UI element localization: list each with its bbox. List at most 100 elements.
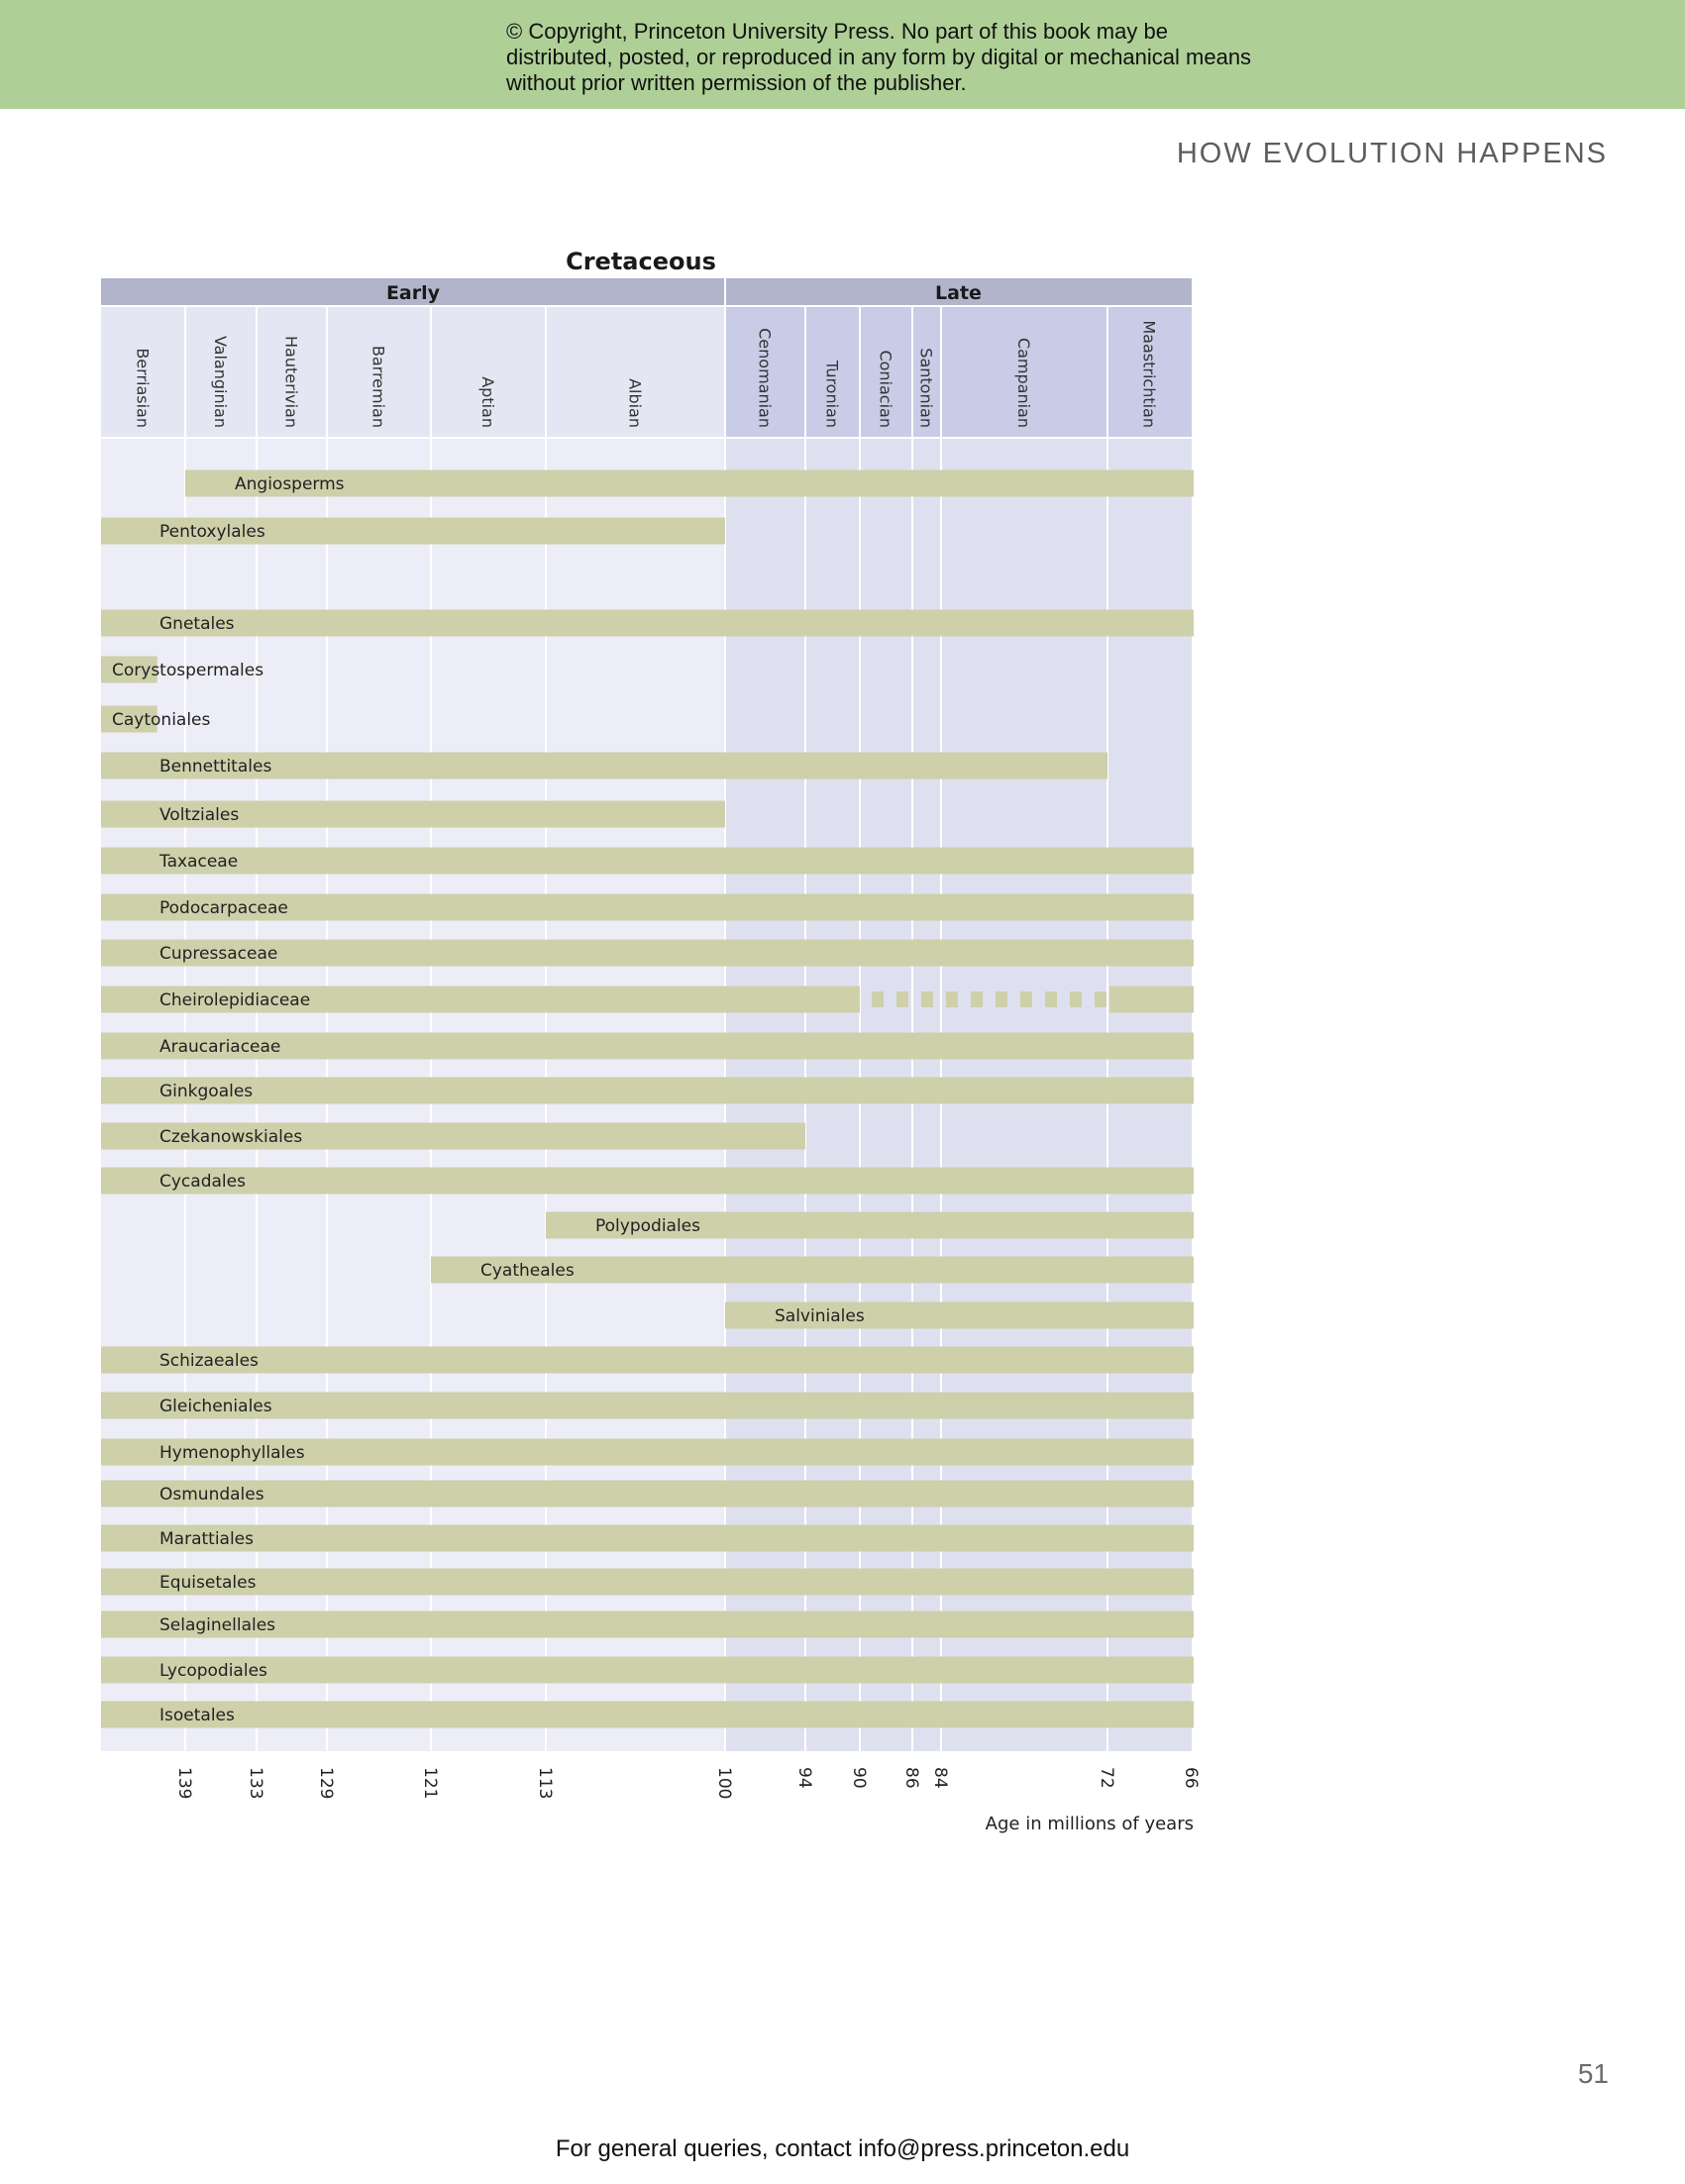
epoch-header-early xyxy=(101,278,725,305)
taxon-range-bar xyxy=(546,1211,1194,1239)
taxon-range-bar xyxy=(101,1032,1194,1060)
stage-header-cell xyxy=(185,307,257,437)
taxon-label: Caytoniales xyxy=(112,710,211,730)
taxon-range-bar xyxy=(101,1656,1194,1684)
copyright-banner: © Copyright, Princeton University Press.… xyxy=(0,0,1685,109)
taxon-range-bar xyxy=(101,705,158,733)
taxon-range-bar xyxy=(101,939,1194,967)
taxon-range-bar xyxy=(185,469,1194,497)
stage-header-cell xyxy=(805,307,860,437)
stage-label: Barremian xyxy=(369,346,388,428)
x-tick-label: 84 xyxy=(930,1767,950,1789)
taxon-range-bar xyxy=(725,1301,1194,1329)
taxon-range-bar xyxy=(101,1167,1194,1195)
taxon-range-bar xyxy=(101,1701,1194,1728)
copyright-notice: © Copyright, Princeton University Press.… xyxy=(506,19,1252,95)
chart-title: Cretaceous xyxy=(566,248,716,275)
stage-label: Campanian xyxy=(1014,338,1033,428)
stage-header-cell xyxy=(725,307,805,437)
taxon-range-bar xyxy=(101,986,860,1013)
taxon-range-bar xyxy=(101,1077,1194,1104)
x-tick-label: 113 xyxy=(535,1767,555,1799)
taxon-range-bar xyxy=(101,656,158,683)
stage-label: Hauterivian xyxy=(282,336,301,428)
taxon-range-bar xyxy=(101,1122,805,1150)
taxon-range-dash xyxy=(896,991,908,1007)
taxon-label: Podocarpaceae xyxy=(159,898,288,918)
x-tick-label: 90 xyxy=(849,1767,869,1789)
taxon-range-bar xyxy=(431,1256,1194,1284)
taxon-label: Ginkgoales xyxy=(159,1082,253,1101)
stage-label: Santonian xyxy=(917,348,936,428)
taxon-range-bar xyxy=(101,609,1194,637)
taxon-range-bar xyxy=(101,1346,1194,1374)
stage-label: Turonian xyxy=(823,360,842,428)
taxon-range-bar xyxy=(101,1524,1194,1552)
epoch-header-late xyxy=(725,278,1192,305)
taxon-label: Corystospermales xyxy=(112,661,263,680)
taxon-label: Czekanowskiales xyxy=(159,1127,302,1147)
taxon-label: Osmundales xyxy=(159,1485,264,1505)
stage-header-cell xyxy=(941,307,1107,437)
stage-header-cell xyxy=(257,307,327,437)
taxon-range-bar xyxy=(101,847,1194,875)
x-tick-label: 94 xyxy=(794,1767,814,1789)
taxon-label: Salviniales xyxy=(775,1306,865,1326)
stage-label: Coniacian xyxy=(877,350,895,428)
taxon-label: Cyatheales xyxy=(480,1261,575,1281)
x-tick-label: 133 xyxy=(246,1767,265,1799)
taxon-label: Polypodiales xyxy=(595,1216,700,1236)
stage-header-cell xyxy=(1107,307,1192,437)
taxon-range-dash xyxy=(946,991,958,1007)
taxon-range-bar xyxy=(101,1392,1194,1419)
taxon-label: Cheirolepidiaceae xyxy=(159,990,310,1010)
taxon-range-dash xyxy=(971,991,983,1007)
taxon-range-dash xyxy=(1045,991,1057,1007)
x-tick-label: 100 xyxy=(714,1767,734,1799)
taxon-label: Marattiales xyxy=(159,1529,254,1549)
footer-contact: For general queries, contact info@press.… xyxy=(555,2135,1130,2162)
taxon-range-bar xyxy=(101,800,725,828)
taxon-range-bar xyxy=(1109,986,1194,1013)
x-tick-label: 66 xyxy=(1181,1767,1201,1789)
x-tick-label: 72 xyxy=(1097,1767,1116,1789)
stage-header-cell xyxy=(860,307,912,437)
taxon-range-bar xyxy=(101,1568,1194,1596)
stage-label: Cenomanian xyxy=(756,328,775,428)
taxon-label: Hymenophyllales xyxy=(159,1443,305,1463)
stage-header-cell xyxy=(327,307,431,437)
taxon-range-dash xyxy=(996,991,1007,1007)
epoch-label: Early xyxy=(386,282,441,304)
taxon-label: Taxaceae xyxy=(158,852,238,872)
taxon-label: Gleicheniales xyxy=(159,1397,272,1416)
taxon-label: Selaginellales xyxy=(159,1615,275,1635)
taxon-label: Gnetales xyxy=(159,614,235,634)
taxon-range-dash xyxy=(921,991,933,1007)
taxon-label: Isoetales xyxy=(159,1706,235,1725)
taxon-range-dash xyxy=(872,991,884,1007)
taxon-label: Pentoxylales xyxy=(159,522,265,542)
x-tick-label: 129 xyxy=(316,1767,336,1799)
taxon-range-dash xyxy=(1020,991,1032,1007)
epoch-label: Late xyxy=(935,282,982,304)
running-head: HOW EVOLUTION HAPPENS xyxy=(1176,138,1608,169)
taxon-label: Angiosperms xyxy=(235,474,345,494)
taxon-range-dash xyxy=(1095,991,1106,1007)
taxon-label: Equisetales xyxy=(159,1573,257,1593)
stage-label: Berriasian xyxy=(134,348,153,428)
stage-label: Albian xyxy=(626,378,645,428)
taxon-label: Cycadales xyxy=(159,1172,246,1192)
taxon-label: Schizaeales xyxy=(159,1351,259,1371)
taxon-range-bar xyxy=(101,893,1194,921)
stage-header-cell xyxy=(101,307,185,437)
taxon-label: Araucariaceae xyxy=(159,1037,280,1057)
stage-label: Maastrichtian xyxy=(1140,320,1159,428)
x-axis-title: Age in millions of years xyxy=(986,1814,1194,1834)
taxon-range-bar xyxy=(101,752,1107,780)
stage-label: Aptian xyxy=(478,376,497,428)
taxon-label: Cupressaceae xyxy=(159,944,277,964)
x-tick-label: 121 xyxy=(420,1767,440,1799)
stage-label: Valanginian xyxy=(211,336,230,428)
stage-header-cell xyxy=(431,307,546,437)
